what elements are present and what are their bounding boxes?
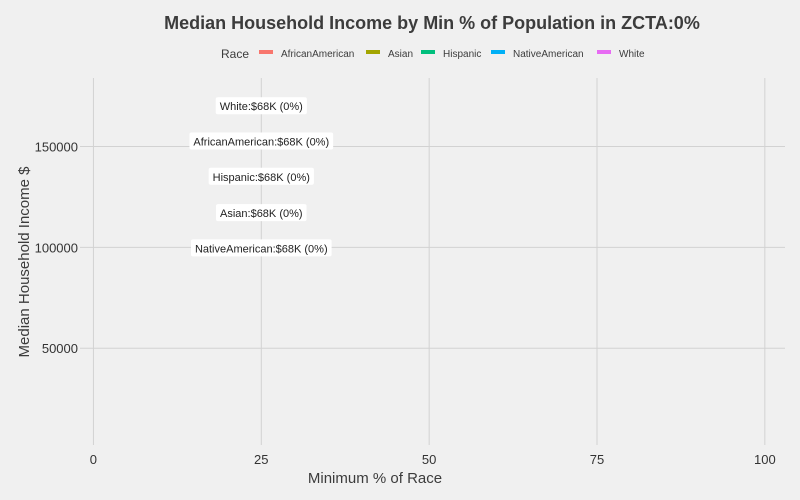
x-tick-label: 25 xyxy=(254,452,268,467)
annotation-label: Asian:$68K (0%) xyxy=(216,204,307,222)
annotations: White:$68K (0%) AfricanAmerican:$68K (0%)… xyxy=(189,97,334,257)
chart-title: Median Household Income by Min % of Popu… xyxy=(164,13,700,33)
annotation-label: NativeAmerican:$68K (0%) xyxy=(190,239,332,257)
legend-title: Race xyxy=(221,47,249,61)
legend-label-asian: Asian xyxy=(388,49,413,60)
annotation-label: Hispanic:$68K (0%) xyxy=(208,167,314,185)
x-tick-label: 100 xyxy=(754,452,776,467)
annotation-box xyxy=(208,167,314,185)
x-axis-ticks: 0 25 50 75 100 xyxy=(90,452,776,467)
legend-label-nativeamerican: NativeAmerican xyxy=(513,49,584,60)
annotation-text: Hispanic:$68K (0%) xyxy=(213,172,310,184)
legend-key-white xyxy=(597,50,611,54)
legend-label-africanamerican: AfricanAmerican xyxy=(281,49,354,60)
annotation-text: AfricanAmerican:$68K (0%) xyxy=(193,137,329,149)
annotation-text: Asian:$68K (0%) xyxy=(220,208,303,220)
annotation-text: NativeAmerican:$68K (0%) xyxy=(195,243,328,255)
x-tick-label: 50 xyxy=(422,452,436,467)
annotation-box xyxy=(215,97,307,115)
legend-label-white: White xyxy=(619,49,645,60)
legend-key-hispanic xyxy=(421,50,435,54)
x-axis-label: Minimum % of Race xyxy=(308,470,442,487)
annotation-label: White:$68K (0%) xyxy=(215,97,307,115)
legend: Race AfricanAmerican Asian Hispanic NativeA… xyxy=(221,47,645,61)
y-axis-ticks: 50000 100000 150000 xyxy=(35,140,78,357)
annotation-text: White:$68K (0%) xyxy=(220,101,303,113)
y-tick-label: 50000 xyxy=(42,341,78,356)
y-tick-label: 150000 xyxy=(35,140,78,155)
legend-label-hispanic: Hispanic xyxy=(443,49,481,60)
annotation-box xyxy=(190,239,332,257)
grid xyxy=(80,78,785,445)
annotation-label: AfricanAmerican:$68K (0%) xyxy=(189,132,334,150)
y-axis-label: Median Household Income $ xyxy=(16,166,33,358)
x-tick-label: 0 xyxy=(90,452,97,467)
legend-key-africanamerican xyxy=(259,50,273,54)
y-tick-label: 100000 xyxy=(35,240,78,255)
x-tick-label: 75 xyxy=(590,452,604,467)
legend-key-nativeamerican xyxy=(491,50,505,54)
annotation-box xyxy=(216,204,307,222)
annotation-box xyxy=(189,132,334,150)
legend-key-asian xyxy=(366,50,380,54)
